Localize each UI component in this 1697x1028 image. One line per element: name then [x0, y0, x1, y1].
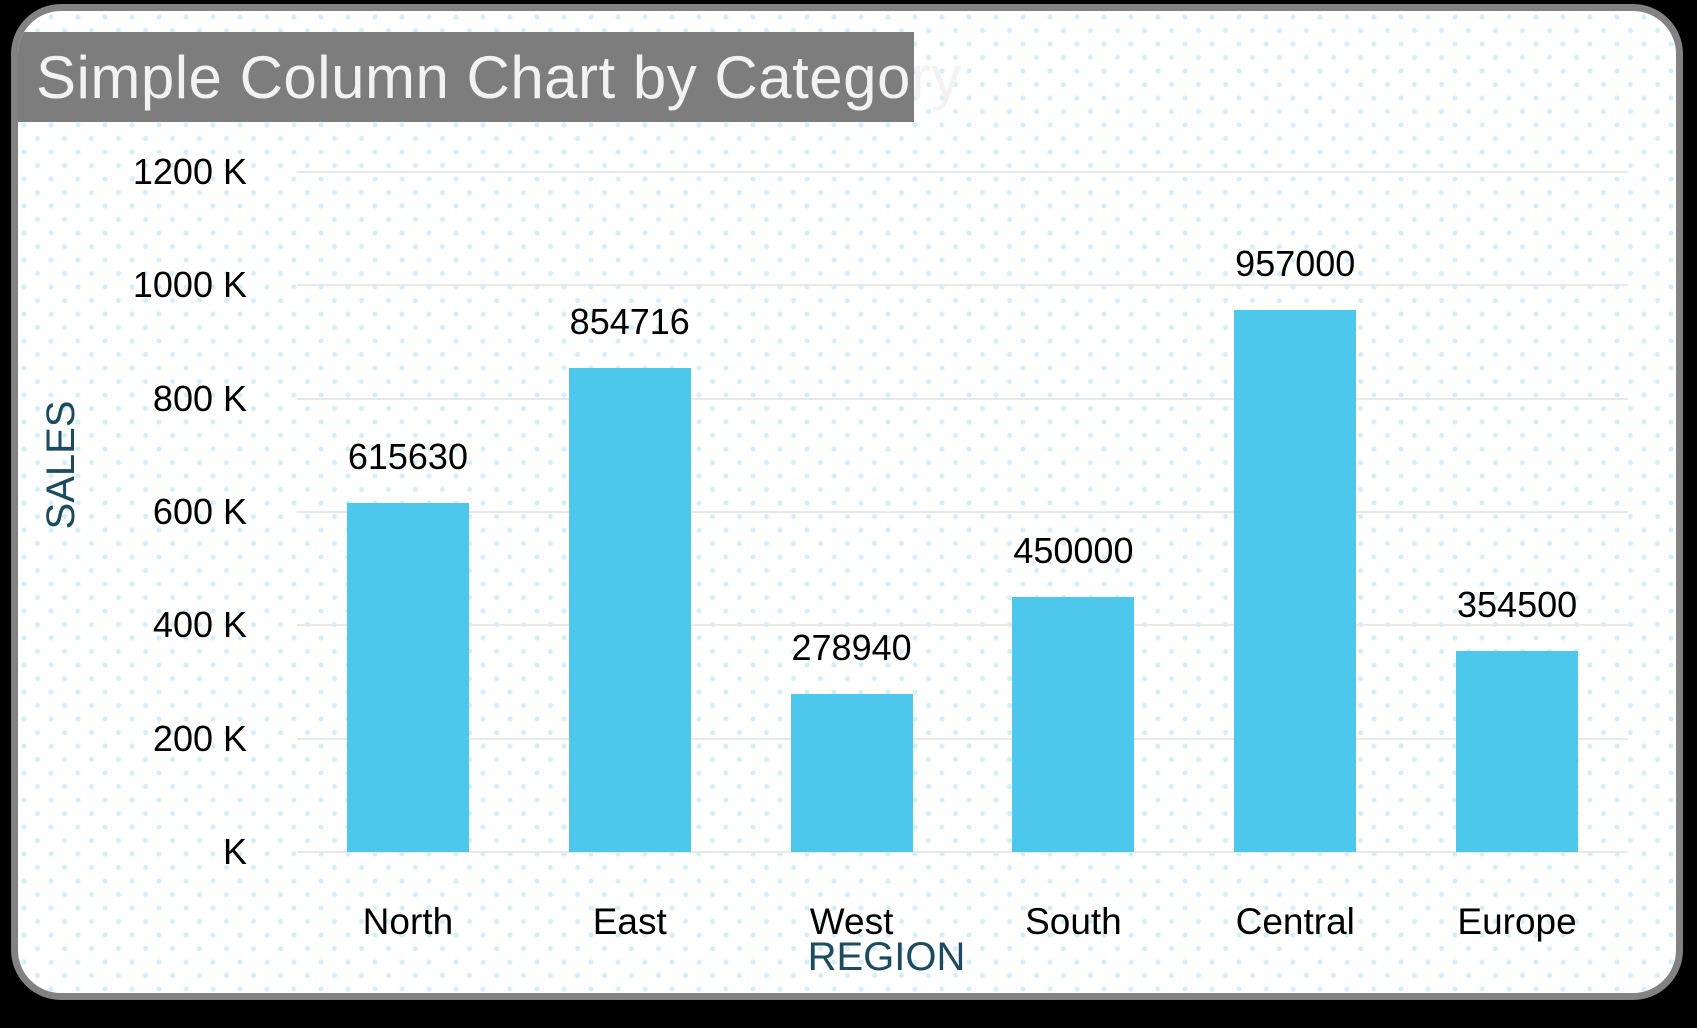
bar-west: [790, 693, 913, 852]
y-tick-label-1200000: 1200 K: [132, 151, 247, 192]
x-tick-label-south: South: [1025, 901, 1122, 942]
y-tick-label-200000: 200 K: [152, 717, 247, 759]
chart-card: Simple Column Chart by Category 1200 K 10…: [11, 4, 1683, 1000]
gridline-1200000: [297, 171, 1628, 173]
gridline-0: [297, 851, 1628, 853]
y-tick-label-0: K: [222, 831, 247, 872]
y-tick-label-600000: 600 K: [152, 491, 247, 532]
data-label-south: 450000: [1013, 530, 1134, 571]
bar-europe: [1456, 651, 1579, 852]
x-axis-title: REGION: [807, 935, 966, 979]
y-tick-label-400000: 400 K: [152, 604, 247, 646]
x-tick-label-north: North: [362, 901, 454, 942]
gridline-400000: [297, 624, 1628, 627]
x-tick-label-west: West: [809, 901, 894, 942]
gridline-600000: [297, 511, 1628, 513]
x-tick-label-europe: Europe: [1457, 901, 1577, 942]
y-tick-label-1000000: 1000 K: [132, 264, 247, 306]
chart-plot-region: Simple Column Chart by Category 1200 K 10…: [18, 11, 1676, 993]
gridline-1000000: [297, 284, 1628, 287]
bar-central: [1234, 309, 1357, 852]
bar-east: [568, 367, 691, 852]
bar-north: [346, 503, 469, 852]
y-axis-title: SALES: [39, 400, 83, 530]
data-label-north: 615630: [347, 436, 468, 478]
data-label-europe: 354500: [1457, 584, 1578, 626]
chart-title-bar: Simple Column Chart by Category: [18, 32, 961, 122]
data-label-central: 957000: [1235, 242, 1356, 284]
x-tick-label-central: Central: [1235, 901, 1355, 942]
x-tick-label-east: East: [592, 901, 667, 942]
data-label-east: 854716: [569, 300, 690, 342]
chart-title: Simple Column Chart by Category: [36, 43, 962, 111]
bar-south: [1012, 597, 1135, 852]
data-label-west: 278940: [791, 626, 912, 668]
y-tick-label-800000: 800 K: [152, 377, 247, 419]
gridline-800000: [297, 397, 1628, 400]
gridline-200000: [297, 737, 1628, 740]
